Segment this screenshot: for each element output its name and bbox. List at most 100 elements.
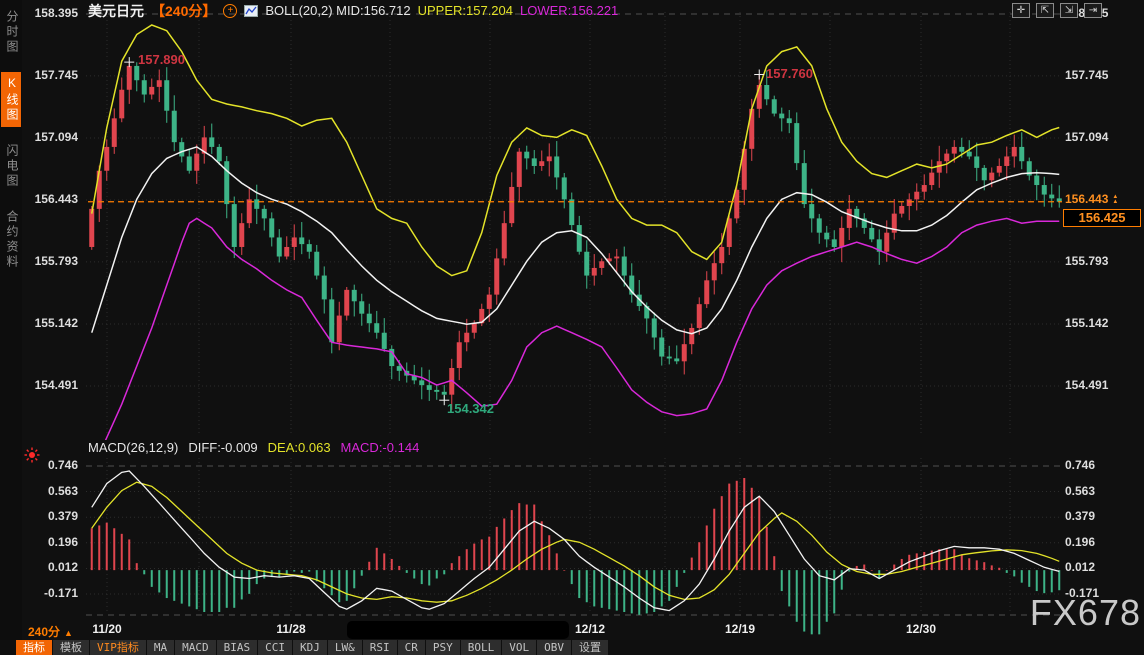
main-chart-canvas[interactable] [0, 0, 1144, 655]
tick-value: 155.793 [35, 254, 78, 268]
tick-value: 154.491 [1065, 378, 1108, 392]
boll-mid-line [92, 147, 1060, 334]
y-axis-tick: 0.196 [1065, 535, 1121, 549]
y-axis-tick: 0.012 [22, 560, 78, 574]
tick-value: 0.746 [48, 458, 78, 472]
tick-value: 0.196 [1065, 535, 1095, 549]
x-axis-label: 12/19 [725, 622, 755, 636]
tick-value: 155.793 [1065, 254, 1108, 268]
toolbar-item-MA[interactable]: MA [147, 640, 174, 655]
y-axis-tick: 0.746 [22, 458, 78, 472]
sidebar-item-chart-type[interactable]: 合约资料 [1, 206, 21, 274]
toolbar-item-KDJ[interactable]: KDJ [293, 640, 327, 655]
timeframe-selector[interactable]: 240分▲ [28, 623, 73, 640]
sidebar-item-active[interactable]: K线图 [1, 72, 21, 127]
tick-value: 155.142 [35, 316, 78, 330]
tick-value: 0.746 [1065, 458, 1095, 472]
sidebar-item-chart-type[interactable]: 分时图 [1, 6, 21, 59]
tick-value: 158.395 [35, 6, 78, 20]
tick-value: 0.379 [1065, 509, 1095, 523]
x-axis-label: 12/12 [575, 622, 605, 636]
boll-upper-line [92, 25, 1060, 276]
tick-value: 155.142 [1065, 316, 1108, 330]
tick-value: 0.563 [1065, 484, 1095, 498]
tick-value: 157.094 [1065, 130, 1108, 144]
macd-formula: MACD(26,12,9) [88, 440, 178, 455]
tick-value: 0.012 [48, 560, 78, 574]
boll-lower-value: LOWER:156.221 [520, 3, 618, 18]
chart-title-bar: 美元日元 【240分】 + BOLL(20,2) MID:156.712 UPP… [88, 2, 618, 19]
y-axis-tick: 157.745 [1065, 68, 1121, 82]
double-arrow-up-icon: ▲▲ [1112, 195, 1118, 205]
toolbar-item-PSY[interactable]: PSY [426, 640, 460, 655]
zoom-y-axis-icon[interactable]: ⇱ [1036, 3, 1054, 18]
tick-value: 157.094 [35, 130, 78, 144]
grid-lines [86, 12, 1062, 615]
boll-mid-value: BOLL(20,2) MID:156.712 [265, 3, 410, 18]
y-axis-tick: 0.196 [22, 535, 78, 549]
boll-upper-value: UPPER:157.204 [418, 3, 513, 18]
watermark: FX678 [1030, 592, 1141, 634]
toolbar-item-RSI[interactable]: RSI [363, 640, 397, 655]
y-axis-tick: 155.142 [22, 316, 78, 330]
price-annotation: 157.760 [766, 66, 813, 81]
pan-crosshair-icon[interactable]: ✛ [1012, 3, 1030, 18]
chevron-up-icon: ▲ [64, 628, 73, 638]
price-annotation: 157.890 [138, 52, 185, 67]
boll-lower-line [92, 218, 1060, 471]
y-axis-tick: -0.171 [22, 586, 78, 600]
candlesticks [89, 62, 1062, 410]
toolbar-item-指标[interactable]: 指标 [16, 640, 52, 655]
macd-dea-line [92, 482, 1060, 602]
sidebar-item-chart-type[interactable]: 闪电图 [1, 140, 21, 193]
x-axis-label: 12/30 [906, 622, 936, 636]
y-axis-tick: 155.142 [1065, 316, 1121, 330]
indicator-chart-icon [244, 5, 258, 17]
extreme-markers [124, 57, 764, 405]
add-indicator-icon[interactable]: + [223, 4, 237, 18]
x-axis-label: 11/28 [276, 622, 305, 636]
toolbar-item-BOLL[interactable]: BOLL [461, 640, 502, 655]
tick-value: -0.171 [44, 586, 78, 600]
y-axis-tick: 155.793 [22, 254, 78, 268]
y-axis-tick: 154.491 [22, 378, 78, 392]
redacted-area [347, 621, 569, 639]
timeframe-label[interactable]: 【240分】 [151, 1, 216, 21]
y-axis-tick: 0.563 [1065, 484, 1121, 498]
y-axis-tick: 0.379 [22, 509, 78, 523]
tick-value: 157.745 [35, 68, 78, 82]
macd-diff-value: DIFF:-0.009 [188, 440, 257, 455]
y-axis-tick: 0.746 [1065, 458, 1121, 472]
tick-value: 0.012 [1065, 560, 1095, 574]
y-axis-tick: 0.563 [22, 484, 78, 498]
toolbar-item-MACD[interactable]: MACD [175, 640, 216, 655]
y-axis-tick: 156.443 [22, 192, 78, 206]
last-price-badge: 156.425 [1063, 209, 1141, 227]
bollinger-bands [92, 25, 1060, 471]
tick-value: 156.443 [1065, 192, 1108, 206]
y-axis-tick: 158.395 [22, 6, 78, 20]
zoom-x-axis-icon[interactable]: ⇲ [1060, 3, 1078, 18]
toolbar-item-CCI[interactable]: CCI [258, 640, 292, 655]
toolbar-item-设置[interactable]: 设置 [572, 640, 608, 655]
y-axis-tick: 157.094 [1065, 130, 1121, 144]
exit-chart-icon[interactable]: ⇥ [1084, 3, 1102, 18]
toolbar-item-VIP指标[interactable]: VIP指标 [90, 640, 146, 655]
macd-header: MACD(26,12,9) DIFF:-0.009 DEA:0.063 MACD… [88, 440, 419, 455]
y-axis-tick: 154.491 [1065, 378, 1121, 392]
y-axis-tick: 157.745 [22, 68, 78, 82]
chart-tools: ✛ ⇱ ⇲ ⇥ [1012, 3, 1102, 18]
toolbar-item-LW&[interactable]: LW& [328, 640, 362, 655]
macd-dea-value: DEA:0.063 [268, 440, 331, 455]
tick-value: 0.196 [48, 535, 78, 549]
toolbar-item-VOL[interactable]: VOL [502, 640, 536, 655]
toolbar-item-OBV[interactable]: OBV [537, 640, 571, 655]
toolbar-item-CR[interactable]: CR [398, 640, 425, 655]
y-axis-tick: 157.094 [22, 130, 78, 144]
toolbar-item-BIAS[interactable]: BIAS [217, 640, 258, 655]
toolbar-item-模板[interactable]: 模板 [53, 640, 89, 655]
macd-bar-value: MACD:-0.144 [341, 440, 420, 455]
indicator-toolbar: 指标模板VIP指标MAMACDBIASCCIKDJLW&RSICRPSYBOLL… [0, 640, 1144, 655]
tick-value: 0.379 [48, 509, 78, 523]
trading-chart-window: 分时图 K线图闪电图合约资料 美元日元 【240分】 + BOLL(20,2) M… [0, 0, 1144, 655]
